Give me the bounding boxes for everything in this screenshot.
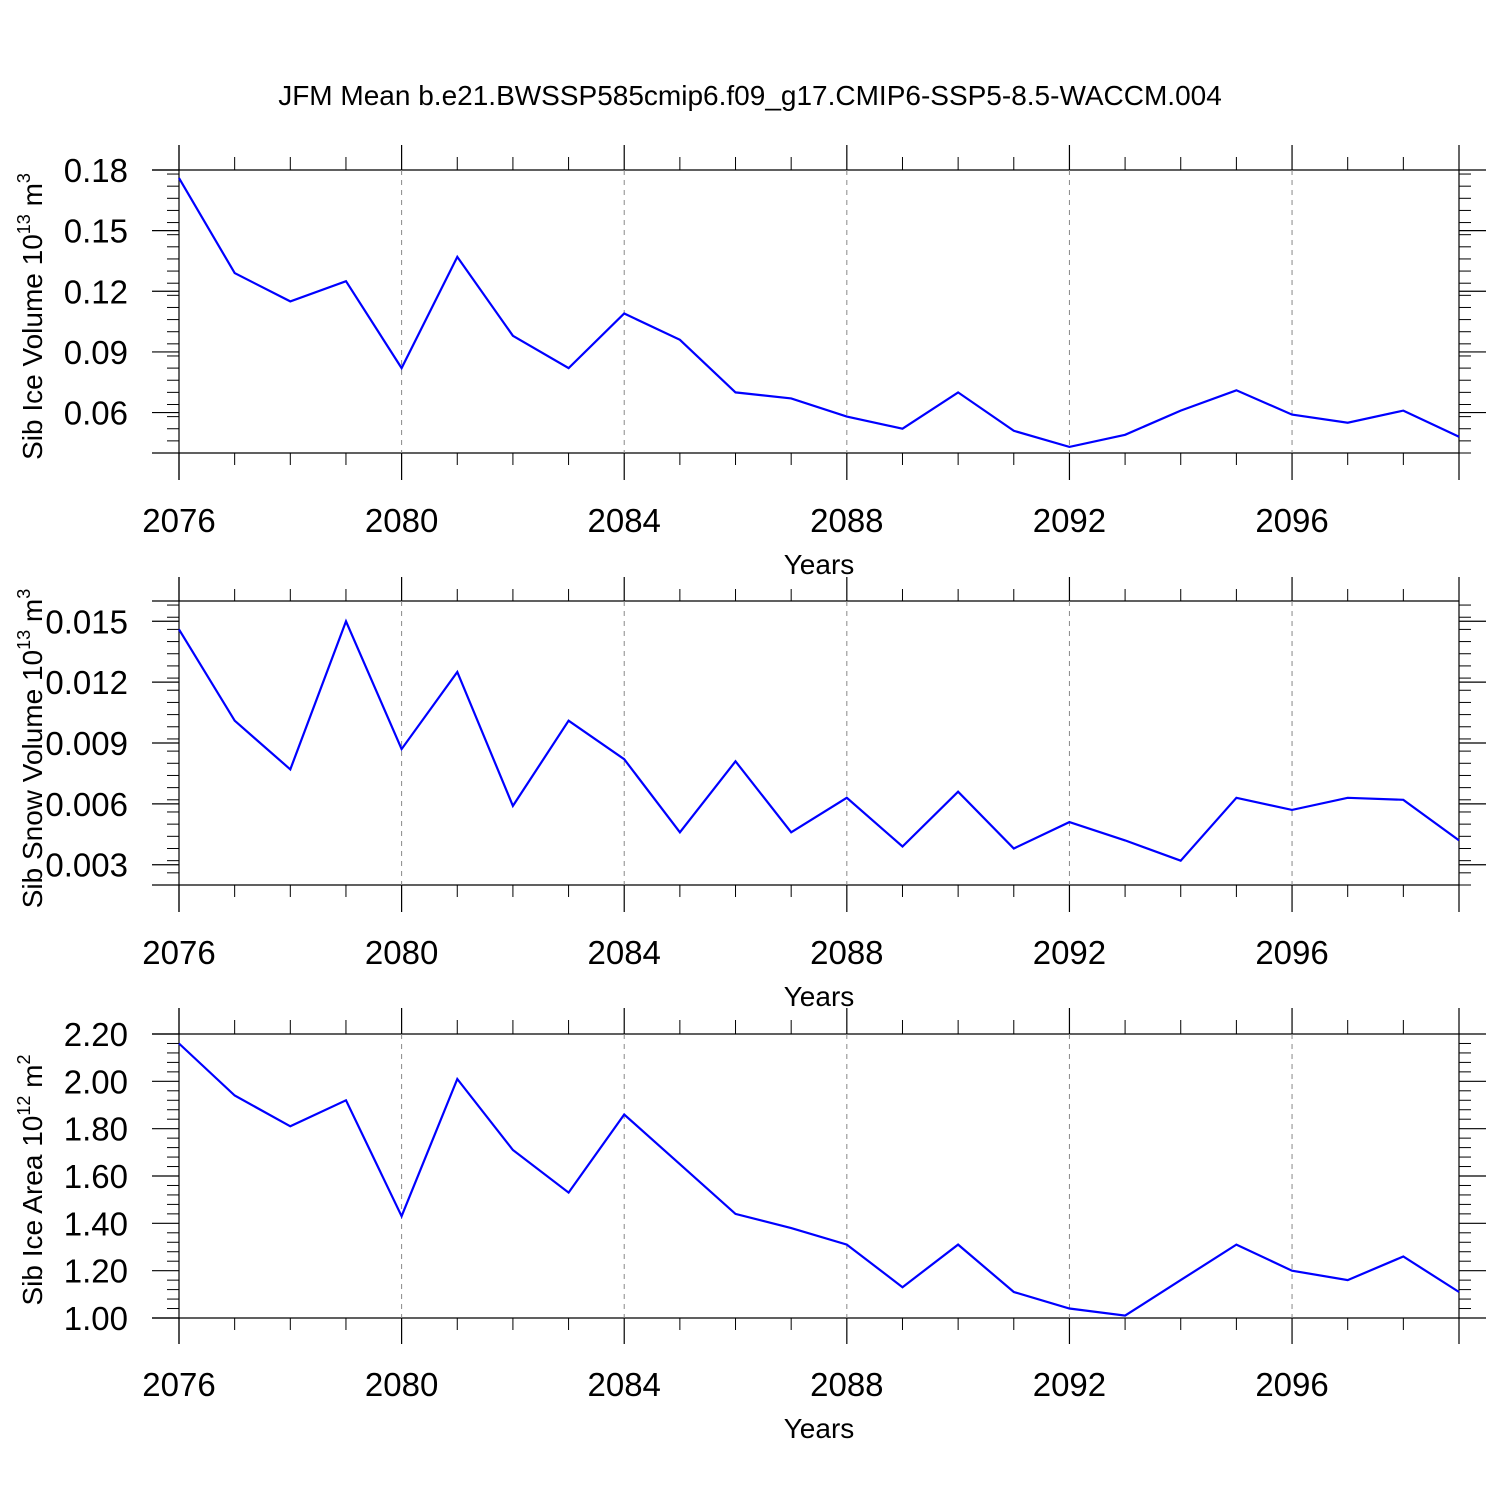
x-tick-label: 2096 <box>1255 1366 1328 1403</box>
x-tick-label: 2084 <box>588 502 661 539</box>
y-tick-label: 0.003 <box>45 847 128 884</box>
x-tick-label: 2076 <box>142 934 215 971</box>
x-tick-label: 2096 <box>1255 934 1328 971</box>
data-series-line <box>178 177 1460 449</box>
y-axis-title: Sib Snow Volume 1013 m3 <box>14 589 48 909</box>
x-tick-label: 2076 <box>142 1366 215 1403</box>
data-series-line <box>178 1042 1460 1317</box>
y-tick-label: 0.12 <box>64 273 128 310</box>
y-axis-title: Sib Ice Area 1012 m2 <box>14 1054 48 1305</box>
x-axis-title: Years <box>784 549 855 580</box>
data-series-line <box>178 618 1460 862</box>
y-tick-label: 0.012 <box>45 664 128 701</box>
x-tick-label: 2084 <box>588 1366 661 1403</box>
x-tick-label: 2080 <box>365 1366 438 1403</box>
x-tick-label: 2092 <box>1033 502 1106 539</box>
y-tick-label: 1.40 <box>64 1205 128 1242</box>
y-tick-label: 1.20 <box>64 1253 128 1290</box>
y-tick-label: 1.00 <box>64 1300 128 1337</box>
chart-title: JFM Mean b.e21.BWSSP585cmip6.f09_g17.CMI… <box>278 80 1222 111</box>
panel-sib-ice-volume: 2076 2080 2084 2088 2092 2096 0.18 0.15 0.12 0.09… <box>14 145 1486 580</box>
y-tick-label: 0.18 <box>64 152 128 189</box>
x-axis-title: Years <box>784 981 855 1012</box>
y-tick-label: 0.009 <box>45 725 128 762</box>
y-tick-label: 0.015 <box>45 603 128 640</box>
y-axis-title: Sib Ice Volume 1013 m3 <box>14 173 48 460</box>
x-tick-label: 2096 <box>1255 502 1328 539</box>
x-tick-label: 2088 <box>810 502 883 539</box>
y-tick-label: 0.09 <box>64 334 128 371</box>
x-axis-title: Years <box>784 1413 855 1444</box>
x-tick-label: 2076 <box>142 502 215 539</box>
y-tick-label: 0.006 <box>45 786 128 823</box>
y-tick-label: 0.06 <box>64 395 128 432</box>
y-tick-label: 2.00 <box>64 1063 128 1100</box>
x-tick-label: 2088 <box>810 934 883 971</box>
x-tick-label: 2092 <box>1033 1366 1106 1403</box>
y-tick-label: 1.80 <box>64 1111 128 1148</box>
y-tick-label: 2.20 <box>64 1016 128 1053</box>
panel-sib-snow-volume: 2076 2080 2084 2088 2092 2096 0.015 0.012 0.009 0… <box>14 577 1486 1012</box>
x-tick-label: 2084 <box>588 934 661 971</box>
y-tick-label: 1.60 <box>64 1158 128 1195</box>
x-tick-label: 2080 <box>365 934 438 971</box>
x-tick-label: 2088 <box>810 1366 883 1403</box>
panel-sib-ice-area: 2076 2080 2084 2088 2092 2096 2.20 2.00 1.80 1.60… <box>14 1008 1486 1444</box>
x-tick-label: 2080 <box>365 502 438 539</box>
x-tick-label: 2092 <box>1033 934 1106 971</box>
y-tick-label: 0.15 <box>64 213 128 250</box>
